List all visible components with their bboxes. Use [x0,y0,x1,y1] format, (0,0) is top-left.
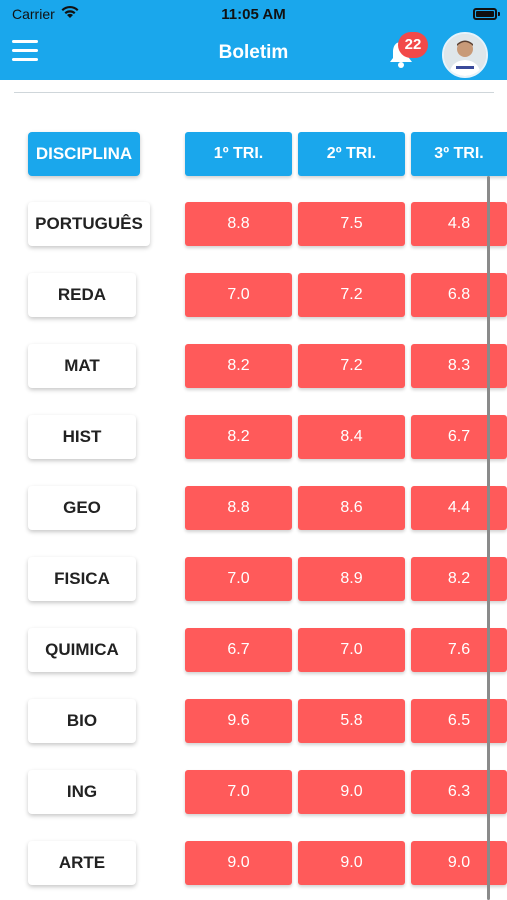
report-card-table: DISCIPLINA 1º TRI. 2º TRI. 3º TRI. PORTU… [0,120,507,900]
table-row: PORTUGUÊS 8.8 7.5 4.8 [0,202,507,248]
subject-cell[interactable]: FISICA [28,557,136,601]
grade-cell[interactable]: 9.0 [411,841,507,885]
grade-cell[interactable]: 8.9 [298,557,405,601]
grade-cell[interactable]: 7.0 [185,770,292,814]
table-row: ING 7.0 9.0 6.3 [0,770,507,816]
grade-cell[interactable]: 6.3 [411,770,507,814]
table-row: REDA 7.0 7.2 6.8 [0,273,507,319]
grade-cell[interactable]: 4.4 [411,486,507,530]
grade-cell[interactable]: 4.8 [411,202,507,246]
grade-cell[interactable]: 8.6 [298,486,405,530]
grade-cell[interactable]: 8.4 [298,415,405,459]
subject-cell[interactable]: ING [28,770,136,814]
grade-cell[interactable]: 9.0 [298,841,405,885]
horizontal-scroll-indicator[interactable] [487,176,490,900]
carrier-label: Carrier [12,6,55,22]
grade-cell[interactable]: 9.0 [185,841,292,885]
avatar[interactable] [442,32,488,78]
term-3-header[interactable]: 3º TRI. [411,132,507,176]
grade-cell[interactable]: 8.2 [411,557,507,601]
grade-cell[interactable]: 6.8 [411,273,507,317]
grade-cell[interactable]: 7.5 [298,202,405,246]
wifi-icon [60,4,80,23]
grade-cell[interactable]: 7.2 [298,273,405,317]
grade-cell[interactable]: 6.7 [411,415,507,459]
table-row: FISICA 7.0 8.9 8.2 [0,557,507,603]
subject-cell[interactable]: ARTE [28,841,136,885]
battery-icon [473,8,500,20]
grade-cell[interactable]: 8.8 [185,202,292,246]
subject-cell[interactable]: REDA [28,273,136,317]
table-row: BIO 9.6 5.8 6.5 [0,699,507,745]
subject-cell[interactable]: PORTUGUÊS [28,202,150,246]
subject-cell[interactable]: BIO [28,699,136,743]
grade-cell[interactable]: 8.3 [411,344,507,388]
table-row: GEO 8.8 8.6 4.4 [0,486,507,532]
term-2-header[interactable]: 2º TRI. [298,132,405,176]
term-1-header[interactable]: 1º TRI. [185,132,292,176]
table-row: MAT 8.2 7.2 8.3 [0,344,507,390]
table-header-row: DISCIPLINA 1º TRI. 2º TRI. 3º TRI. [0,132,507,178]
discipline-header[interactable]: DISCIPLINA [28,132,140,176]
page-title: Boletim [218,42,289,63]
grade-cell[interactable]: 9.6 [185,699,292,743]
grade-cell[interactable]: 7.0 [185,273,292,317]
table-row: HIST 8.2 8.4 6.7 [0,415,507,461]
notification-badge[interactable]: 22 [398,32,428,58]
table-row: ARTE 9.0 9.0 9.0 [0,841,507,887]
grade-cell[interactable]: 6.5 [411,699,507,743]
clock: 11:05 AM [221,6,286,23]
grade-cell[interactable]: 7.6 [411,628,507,672]
grade-cell[interactable]: 8.2 [185,344,292,388]
grade-cell[interactable]: 6.7 [185,628,292,672]
subject-cell[interactable]: QUIMICA [28,628,136,672]
divider [14,92,494,93]
top-app-bar: Boletim 22 [0,28,507,80]
status-bar: Carrier 11:05 AM [0,0,507,28]
grade-cell[interactable]: 5.8 [298,699,405,743]
subject-cell[interactable]: GEO [28,486,136,530]
grade-cell[interactable]: 9.0 [298,770,405,814]
grade-cell[interactable]: 8.2 [185,415,292,459]
grade-cell[interactable]: 8.8 [185,486,292,530]
subject-cell[interactable]: HIST [28,415,136,459]
grade-cell[interactable]: 7.2 [298,344,405,388]
menu-icon[interactable] [12,40,38,62]
table-row: QUIMICA 6.7 7.0 7.6 [0,628,507,674]
subject-cell[interactable]: MAT [28,344,136,388]
grade-cell[interactable]: 7.0 [298,628,405,672]
grade-cell[interactable]: 7.0 [185,557,292,601]
